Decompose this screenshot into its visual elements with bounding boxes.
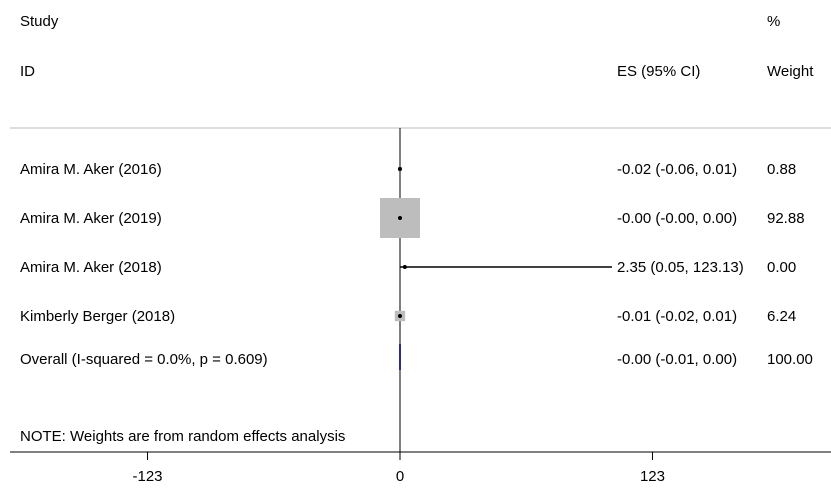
- es-ci-text: 2.35 (0.05, 123.13): [617, 259, 744, 276]
- weight-text: 0.00: [767, 259, 796, 276]
- x-tick-label: -123: [133, 468, 163, 485]
- point-estimate: [397, 167, 402, 171]
- es-ci-text: -0.02 (-0.06, 0.01): [617, 161, 737, 178]
- point-estimate: [398, 216, 402, 220]
- point-estimate: [402, 265, 407, 269]
- overall-diamond: [398, 344, 401, 370]
- header-study: Study: [20, 13, 59, 30]
- study-rows: Amira M. Aker (2016) -0.02 (-0.06, 0.01) 0…: [20, 161, 805, 325]
- header-es: ES (95% CI): [617, 63, 700, 80]
- study-label: Amira M. Aker (2016): [20, 161, 162, 178]
- x-axis-ticks: -123 0 123: [133, 452, 665, 485]
- x-tick-label: 0: [396, 468, 404, 485]
- overall-weight-text: 100.00: [767, 351, 813, 368]
- header-id: ID: [20, 63, 35, 80]
- weight-text: 6.24: [767, 308, 796, 325]
- overall-label: Overall (I-squared = 0.0%, p = 0.609): [20, 351, 268, 368]
- weight-text: 0.88: [767, 161, 796, 178]
- study-label: Amira M. Aker (2019): [20, 210, 162, 227]
- es-ci-text: -0.00 (-0.00, 0.00): [617, 210, 737, 227]
- header-weight: Weight: [767, 63, 814, 80]
- weight-text: 92.88: [767, 210, 805, 227]
- header-percent: %: [767, 13, 780, 30]
- study-label: Amira M. Aker (2018): [20, 259, 162, 276]
- study-label: Kimberly Berger (2018): [20, 308, 175, 325]
- note-text: NOTE: Weights are from random effects an…: [20, 428, 345, 445]
- overall-es-text: -0.00 (-0.01, 0.00): [617, 351, 737, 368]
- x-tick-label: 123: [640, 468, 665, 485]
- point-estimate: [397, 314, 402, 318]
- es-ci-text: -0.01 (-0.02, 0.01): [617, 308, 737, 325]
